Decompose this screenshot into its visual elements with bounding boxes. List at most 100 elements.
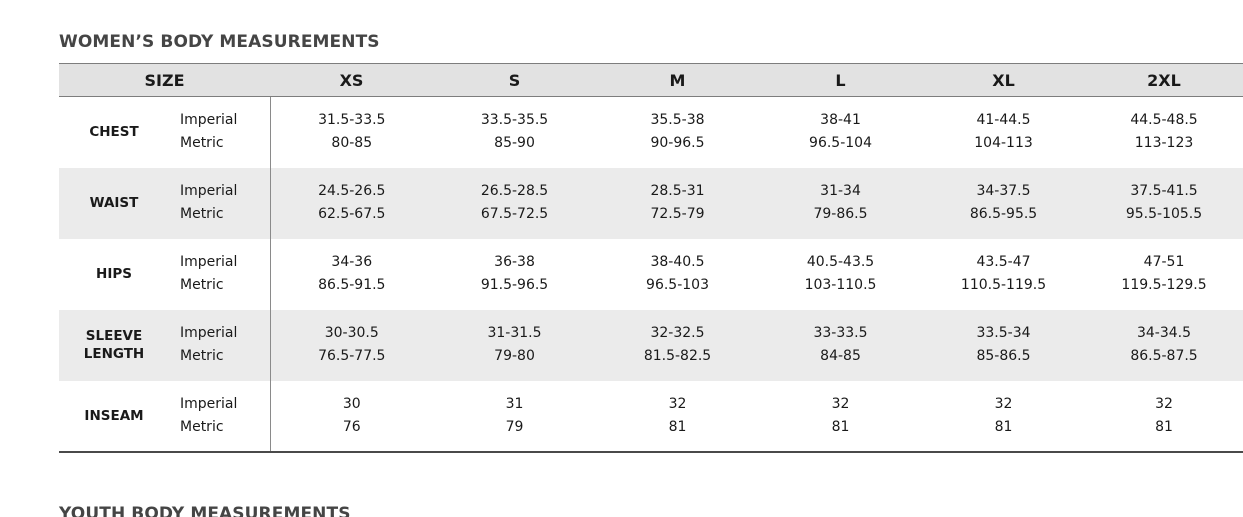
metric-value: 76.5-77.5 (318, 348, 386, 364)
imperial-value: 37.5-41.5 (1130, 183, 1198, 199)
metric-value: 62.5-67.5 (318, 206, 386, 222)
value-cell: 33.5-35.5 85-90 (433, 97, 596, 168)
table-header-row: SIZE XS S M L XL 2XL (59, 63, 1243, 97)
metric-value: 86.5-87.5 (1130, 348, 1198, 364)
imperial-value: 31.5-33.5 (318, 112, 386, 129)
imperial-value: 34-37.5 (976, 183, 1031, 199)
metric-value: 96.5-103 (646, 277, 709, 293)
imperial-value: 35.5-38 (650, 112, 705, 129)
unit-metric: Metric (180, 277, 224, 293)
metric-value: 81 (831, 418, 850, 435)
imperial-value: 33.5-35.5 (480, 112, 549, 129)
imperial-value: 32 (668, 395, 687, 412)
unit-imperial: Imperial (180, 254, 238, 270)
imperial-value: 34-34.5 (1136, 325, 1192, 341)
value-cell: 31-31.5 79-80 (433, 310, 596, 381)
imperial-value: 33-33.5 (813, 325, 868, 341)
value-cell: 30 76 (270, 380, 434, 453)
imperial-value: 28.5-31 (650, 183, 705, 199)
metric-value: 85-90 (494, 135, 535, 152)
value-cell: 24.5-26.5 62.5-67.5 (270, 168, 433, 239)
imperial-value: 26.5-28.5 (480, 183, 549, 199)
value-cell: 33-33.5 84-85 (759, 310, 922, 381)
value-cell: 30-30.5 76.5-77.5 (270, 310, 433, 381)
size-header-2xl: 2XL (1085, 63, 1243, 97)
row-label-waist: WAIST (89, 195, 139, 211)
metric-value: 76 (342, 418, 361, 435)
unit-cell: Imperial Metric (169, 96, 271, 168)
unit-metric: Metric (180, 418, 224, 435)
imperial-value: 44.5-48.5 (1130, 112, 1198, 129)
value-cell: 37.5-41.5 95.5-105.5 (1085, 168, 1243, 239)
metric-value: 67.5-72.5 (480, 206, 549, 222)
size-header: SIZE (59, 63, 271, 97)
value-cell: 34-34.5 86.5-87.5 (1085, 310, 1243, 381)
imperial-value: 32-32.5 (650, 325, 705, 341)
metric-value: 90-96.5 (650, 135, 705, 152)
value-cell: 28.5-31 72.5-79 (596, 168, 759, 239)
metric-value: 96.5-104 (809, 135, 872, 152)
value-cell: 32-32.5 81.5-82.5 (596, 310, 759, 381)
row-label-inseam: INSEAM (59, 380, 169, 453)
imperial-value: 34-36 (331, 254, 373, 270)
value-cell: 32 81 (759, 380, 923, 453)
metric-value: 113-123 (1134, 135, 1194, 152)
metric-value: 104-113 (974, 135, 1033, 152)
value-cell: 32 81 (922, 380, 1086, 453)
unit-imperial: Imperial (180, 112, 238, 129)
metric-value: 81 (668, 418, 687, 435)
metric-value: 86.5-95.5 (969, 206, 1038, 222)
women-section-title: WOMEN’S BODY MEASUREMENTS (59, 32, 380, 52)
value-cell: 47-51 119.5-129.5 (1085, 239, 1243, 310)
imperial-value: 31 (505, 395, 524, 412)
value-cell: 40.5-43.5 103-110.5 (759, 239, 922, 310)
metric-value: 84-85 (820, 348, 861, 364)
row-label-line: SLEEVE (85, 328, 143, 344)
value-cell: 35.5-38 90-96.5 (596, 97, 759, 168)
value-cell: 38-41 96.5-104 (759, 97, 922, 168)
imperial-value: 38-40.5 (650, 254, 705, 270)
metric-value: 79-86.5 (813, 206, 868, 222)
metric-value: 72.5-79 (650, 206, 705, 222)
table-row-sleeve-length: SLEEVE LENGTH Imperial Metric 30-30.5 76.… (59, 309, 1243, 381)
table-row-hips: HIPS Imperial Metric 34-36 86.5-91.5 36-3… (59, 238, 1243, 310)
imperial-value: 40.5-43.5 (806, 254, 875, 270)
value-cell: 31 79 (433, 380, 597, 453)
imperial-value: 31-31.5 (487, 325, 542, 341)
metric-value: 79-80 (494, 348, 535, 364)
unit-cell: Imperial Metric (169, 380, 271, 453)
metric-value: 110.5-119.5 (960, 277, 1047, 293)
metric-value: 119.5-129.5 (1121, 277, 1207, 293)
imperial-value: 32 (1155, 395, 1173, 412)
metric-value: 91.5-96.5 (480, 277, 549, 293)
metric-value: 95.5-105.5 (1125, 206, 1203, 222)
metric-value: 81 (1155, 418, 1173, 435)
unit-imperial: Imperial (180, 183, 238, 199)
unit-metric: Metric (180, 135, 224, 152)
size-header-m: M (596, 63, 760, 97)
imperial-value: 32 (831, 395, 850, 412)
value-cell: 33.5-34 85-86.5 (922, 310, 1085, 381)
value-cell: 34-37.5 86.5-95.5 (922, 168, 1085, 239)
metric-value: 79 (505, 418, 524, 435)
row-label-chest: CHEST (89, 124, 139, 141)
youth-section-title: YOUTH BODY MEASUREMENTS (59, 504, 351, 517)
value-cell: 32 81 (596, 380, 760, 453)
unit-metric: Metric (180, 206, 224, 222)
imperial-value: 36-38 (494, 254, 535, 270)
unit-metric: Metric (180, 348, 224, 364)
value-cell: 31-34 79-86.5 (759, 168, 922, 239)
value-cell: 44.5-48.5 113-123 (1085, 97, 1243, 168)
metric-value: 81.5-82.5 (643, 348, 712, 364)
unit-cell: Imperial Metric (169, 309, 271, 381)
value-cell: 31.5-33.5 80-85 (270, 97, 433, 168)
metric-value: 86.5-91.5 (318, 277, 386, 293)
value-cell: 32 81 (1085, 380, 1243, 453)
women-measurements-table: SIZE XS S M L XL 2XL CHEST Imperial Metr… (59, 63, 1243, 453)
table-row-inseam: INSEAM Imperial Metric 30 76 31 79 32 81 32… (59, 380, 1243, 453)
imperial-value: 47-51 (1143, 254, 1185, 270)
value-cell: 36-38 91.5-96.5 (433, 239, 596, 310)
value-cell: 43.5-47 110.5-119.5 (922, 239, 1085, 310)
unit-cell: Imperial Metric (169, 167, 271, 239)
